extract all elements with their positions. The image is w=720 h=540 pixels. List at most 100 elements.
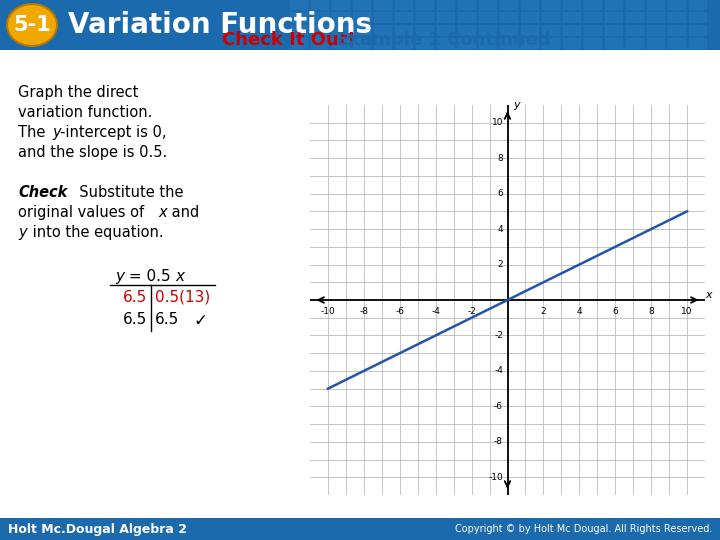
Bar	[353, 38, 371, 49]
Bar	[542, 0, 560, 10]
Text: and the slope is 0.5.: and the slope is 0.5.	[18, 145, 167, 160]
Text: 4: 4	[577, 307, 582, 316]
Bar	[395, 12, 413, 23]
Text: -8: -8	[494, 437, 503, 447]
Bar	[479, 38, 497, 49]
Text: y: y	[52, 125, 60, 140]
Text: Copyright © by Holt Mc Dougal. All Rights Reserved.: Copyright © by Holt Mc Dougal. All Right…	[454, 524, 712, 534]
Bar	[332, 12, 350, 23]
Bar	[689, 25, 707, 36]
Bar	[521, 12, 539, 23]
Bar	[605, 25, 623, 36]
Bar	[311, 0, 329, 10]
Bar	[311, 38, 329, 49]
Bar	[626, 0, 644, 10]
Text: -6: -6	[494, 402, 503, 411]
Bar	[416, 12, 434, 23]
Text: original values of: original values of	[18, 205, 149, 220]
Text: x: x	[175, 269, 184, 284]
Bar	[605, 38, 623, 49]
Text: Holt Mc.Dougal Algebra 2: Holt Mc.Dougal Algebra 2	[8, 523, 187, 536]
Bar	[521, 25, 539, 36]
Bar	[500, 12, 518, 23]
Bar	[626, 12, 644, 23]
Bar	[542, 12, 560, 23]
Bar	[500, 0, 518, 10]
Bar	[668, 25, 686, 36]
Bar	[584, 38, 602, 49]
Bar	[353, 0, 371, 10]
Bar	[290, 38, 308, 49]
Bar	[395, 25, 413, 36]
Text: 6.5: 6.5	[155, 312, 179, 327]
Bar	[605, 0, 623, 10]
Bar	[0, 518, 720, 540]
Text: -2: -2	[494, 331, 503, 340]
Bar	[479, 25, 497, 36]
Text: -10: -10	[488, 473, 503, 482]
Bar	[500, 25, 518, 36]
Bar	[521, 0, 539, 10]
Bar	[500, 38, 518, 49]
Text: Substitute the: Substitute the	[70, 185, 184, 200]
Text: variation function.: variation function.	[18, 105, 153, 120]
Bar	[374, 0, 392, 10]
Text: -2: -2	[467, 307, 476, 316]
Bar	[521, 38, 539, 49]
Bar	[395, 0, 413, 10]
Bar	[290, 12, 308, 23]
Bar	[605, 12, 623, 23]
Text: x: x	[705, 289, 711, 300]
Bar	[332, 25, 350, 36]
Bar	[311, 12, 329, 23]
Bar	[626, 25, 644, 36]
Bar	[689, 0, 707, 10]
Text: y: y	[115, 269, 124, 284]
Text: 6: 6	[498, 189, 503, 198]
Bar	[563, 0, 581, 10]
Bar	[374, 12, 392, 23]
Bar	[647, 25, 665, 36]
Bar	[563, 12, 581, 23]
Text: 6.5: 6.5	[122, 312, 147, 327]
Bar	[353, 25, 371, 36]
Text: 6: 6	[612, 307, 618, 316]
Bar	[458, 12, 476, 23]
Bar	[584, 0, 602, 10]
Text: -6: -6	[395, 307, 404, 316]
Bar	[626, 38, 644, 49]
Bar	[689, 38, 707, 49]
Text: = 0.5: = 0.5	[124, 269, 171, 284]
Bar	[374, 38, 392, 49]
Text: 8: 8	[498, 154, 503, 163]
Text: -4: -4	[431, 307, 440, 316]
Bar	[437, 0, 455, 10]
Text: -intercept is 0,: -intercept is 0,	[60, 125, 166, 140]
Text: 0.5(13): 0.5(13)	[155, 290, 210, 305]
Bar	[353, 12, 371, 23]
Text: 8: 8	[648, 307, 654, 316]
Text: y: y	[18, 225, 27, 240]
Bar	[458, 25, 476, 36]
Bar	[458, 0, 476, 10]
Bar	[689, 12, 707, 23]
Text: 2: 2	[498, 260, 503, 269]
Bar	[542, 25, 560, 36]
Bar	[311, 25, 329, 36]
Bar	[458, 38, 476, 49]
Bar	[416, 38, 434, 49]
Text: 2: 2	[541, 307, 546, 316]
Text: Example 1 Continued: Example 1 Continued	[330, 31, 551, 49]
Text: 4: 4	[498, 225, 503, 234]
Text: 6.5: 6.5	[122, 290, 147, 305]
Bar	[584, 25, 602, 36]
Text: Check It Out!: Check It Out!	[222, 31, 356, 49]
Text: ✓: ✓	[193, 312, 207, 330]
Bar	[416, 0, 434, 10]
Text: Check: Check	[18, 185, 68, 200]
Bar	[542, 38, 560, 49]
Bar	[647, 38, 665, 49]
Bar	[0, 0, 720, 50]
Bar	[374, 25, 392, 36]
Text: and: and	[167, 205, 199, 220]
